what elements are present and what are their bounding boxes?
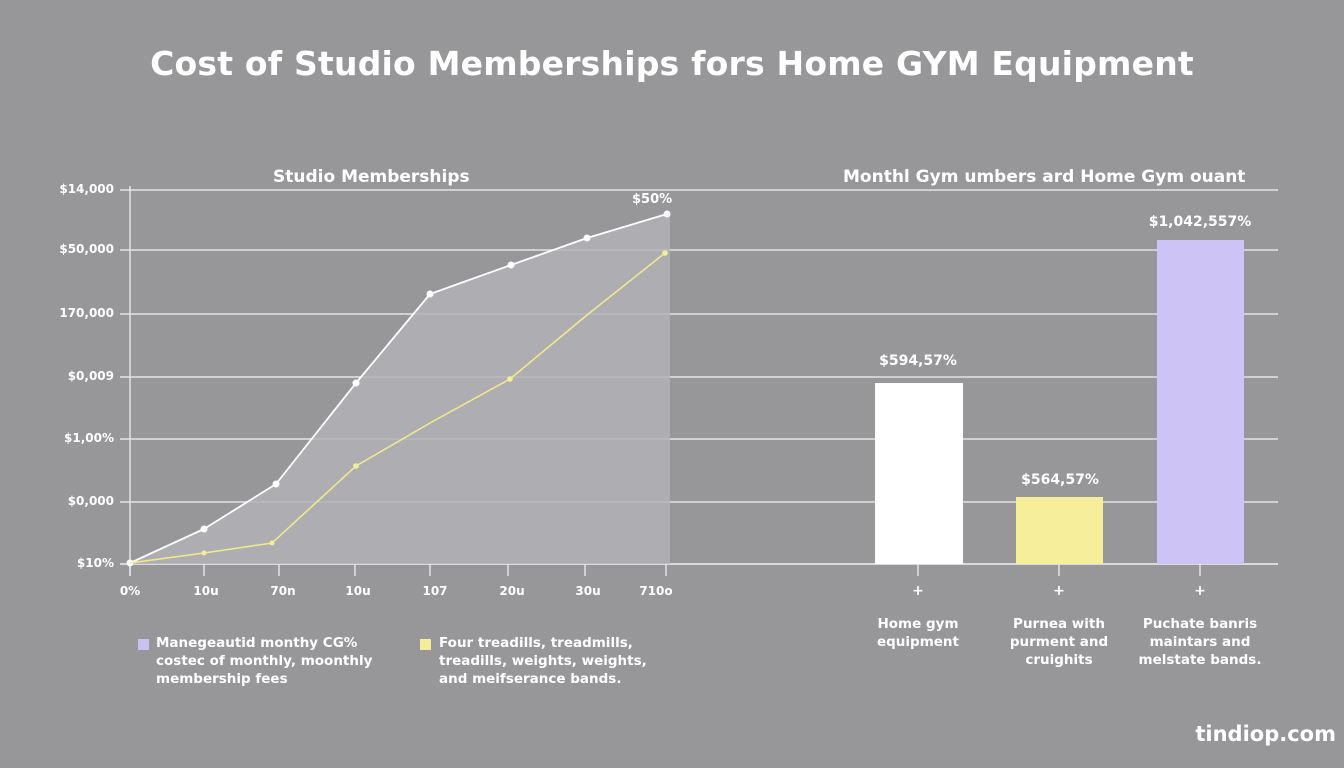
category-line: maintars and — [1149, 634, 1251, 650]
series-yellow-points — [201, 250, 668, 556]
y-tick-label: $14,000 — [59, 182, 114, 196]
bar-value-label: $594,57% — [879, 353, 957, 369]
y-tick-label: 170,000 — [59, 306, 114, 320]
bar-category-label: Home gym equipment — [843, 615, 993, 651]
category-line: melstate bands. — [1138, 652, 1262, 668]
y-tick-label: $1,00% — [64, 431, 114, 445]
bar-home-gym — [875, 383, 963, 564]
plus-icon: + — [912, 583, 924, 599]
legend-swatch-yellow — [420, 639, 431, 650]
y-tick-label: $0,000 — [67, 494, 114, 508]
category-line: Purnea with — [1013, 616, 1105, 632]
legend-swatch-purple — [138, 639, 149, 650]
bar-value-label: $1,042,557% — [1148, 214, 1252, 230]
x-ticks — [129, 564, 1201, 576]
legend-text-line: and meifserance bands. — [439, 671, 622, 687]
legend-text-line: Manegeautid monthy CG% — [156, 635, 358, 651]
x-tick-label: 30u — [575, 584, 601, 598]
right-chart-subtitle: Monthl Gym umbers ard Home Gym ouant — [843, 167, 1246, 187]
legend-item-equipment: Four treadills, treadmills, treadills, w… — [439, 634, 647, 688]
x-tick-label: 10u — [345, 584, 371, 598]
left-chart-subtitle: Studio Memberships — [273, 167, 470, 187]
watermark: tindiop.com — [1195, 722, 1336, 746]
area-fill — [130, 212, 670, 564]
series-yellow-line — [129, 252, 666, 564]
x-tick-label: 107 — [422, 584, 448, 598]
category-line: equipment — [876, 634, 959, 650]
y-tick-label: $10% — [76, 556, 114, 570]
chart-title: Cost of Studio Memberships fors Home GYM… — [150, 44, 1194, 83]
series-white-points — [126, 210, 671, 567]
legend-text-line: Four treadills, treadmills, — [439, 635, 633, 651]
y-tick-label: $0,009 — [67, 369, 114, 383]
x-tick-label: 20u — [499, 584, 525, 598]
plus-icon: + — [1053, 583, 1065, 599]
legend-item-membership: Manegeautid monthy CG% costec of monthly… — [156, 634, 372, 688]
category-line: purment and — [1009, 634, 1109, 650]
y-tick-label: $50,000 — [59, 242, 114, 256]
x-tick-label: 0% — [119, 584, 141, 598]
bar-purchase-with-equipment — [1016, 497, 1103, 564]
bar-category-label: Purnea with purment and cruighits — [984, 615, 1134, 669]
legend-text-line: costec of monthly, moonthly — [156, 653, 373, 669]
x-tick-label: 10u — [193, 584, 219, 598]
x-tick-label: 710o — [639, 584, 673, 598]
bar-purchase-bands — [1157, 240, 1244, 564]
category-line: Home gym — [877, 616, 959, 632]
category-line: cruighits — [1025, 652, 1093, 668]
bar-value-label: $564,57% — [1021, 472, 1099, 488]
category-line: Puchate banris — [1142, 616, 1258, 632]
legend-text-line: membership fees — [156, 671, 288, 687]
x-tick-label: 70n — [270, 584, 296, 598]
series-white-line — [129, 213, 668, 564]
series-end-label: $50% — [632, 192, 673, 207]
bar-category-label: Puchate banris maintars and melstate ban… — [1125, 615, 1275, 669]
legend-text-line: treadills, weights, weights, — [439, 653, 647, 669]
arrow-up-icon: + — [1194, 583, 1206, 599]
